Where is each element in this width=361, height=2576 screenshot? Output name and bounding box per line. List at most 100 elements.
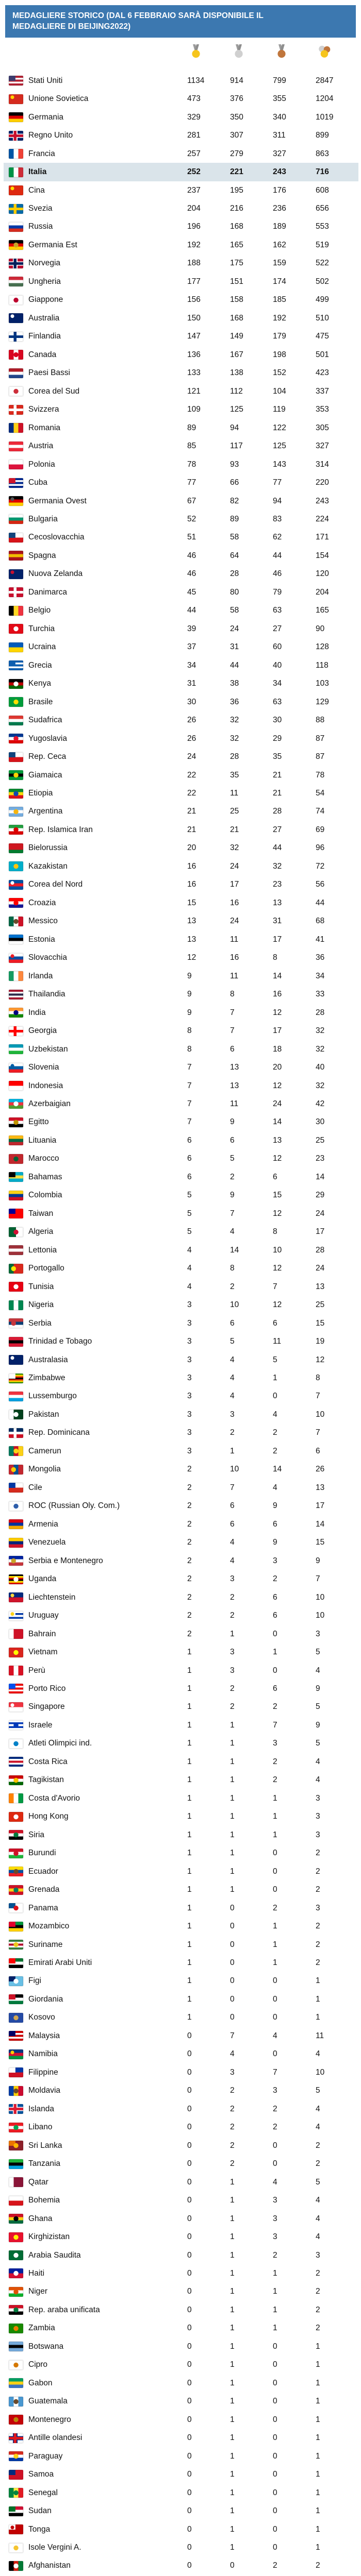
country-name: Italia xyxy=(28,167,47,177)
gold-count: 7 xyxy=(187,1099,192,1108)
table-row: Uganda 2 3 2 7 xyxy=(0,1570,361,1588)
table-row: Tunisia 4 2 7 13 xyxy=(0,1278,361,1296)
table-row: Rep. Ceca 24 28 35 87 xyxy=(0,748,361,766)
country-name: Etiopia xyxy=(28,789,53,798)
bronze-count: 1 xyxy=(273,1374,277,1383)
table-row: Namibia 0 4 0 4 xyxy=(0,2045,361,2063)
gold-count: 21 xyxy=(187,825,196,834)
table-row: Lituania 6 6 13 25 xyxy=(0,1131,361,1149)
bronze-count: 2 xyxy=(273,2250,277,2260)
country-name: Georgia xyxy=(28,1026,57,1036)
silver-count: 1 xyxy=(230,2451,235,2461)
silver-count: 36 xyxy=(230,697,239,706)
country-flag-icon xyxy=(9,752,23,762)
country-name: Bielorussia xyxy=(28,843,68,853)
bronze-medal-icon xyxy=(269,44,311,59)
country-name: Corea del Nord xyxy=(28,880,83,889)
total-count: 4 xyxy=(316,2232,320,2242)
silver-count: 1 xyxy=(230,1720,235,1730)
bronze-count: 3 xyxy=(273,2232,277,2242)
country-name: Francia xyxy=(28,149,55,158)
gold-count: 0 xyxy=(187,2324,192,2333)
bronze-count: 1 xyxy=(273,2268,277,2278)
table-row: Germania 329 350 340 1019 xyxy=(0,108,361,126)
table-row: Cina 237 195 176 608 xyxy=(0,181,361,199)
table-row: Etiopia 22 11 21 54 xyxy=(0,784,361,802)
gold-count: 2 xyxy=(187,1574,192,1584)
table-row: Irlanda 9 11 14 34 xyxy=(0,967,361,985)
bronze-count: 355 xyxy=(273,94,286,104)
gold-count: 1 xyxy=(187,1994,192,2004)
country-name: Islanda xyxy=(28,2104,54,2113)
country-name: Slovacchia xyxy=(28,953,67,962)
country-flag-icon xyxy=(9,1666,23,1676)
country-name: Afghanistan xyxy=(28,2561,71,2570)
bronze-count: 23 xyxy=(273,880,282,889)
table-row: Bielorussia 20 32 44 96 xyxy=(0,839,361,857)
country-flag-icon xyxy=(9,1263,23,1274)
country-flag-icon xyxy=(9,2177,23,2188)
gold-count: 1 xyxy=(187,1793,192,1803)
silver-count: 3 xyxy=(230,1410,235,1419)
table-row: Israele 1 1 7 9 xyxy=(0,1716,361,1734)
gold-count: 204 xyxy=(187,204,201,213)
gold-count: 26 xyxy=(187,716,196,725)
table-row: Sudafrica 26 32 30 88 xyxy=(0,711,361,729)
total-count: 6 xyxy=(316,1446,320,1455)
country-name: Bohemia xyxy=(28,2196,60,2205)
bronze-count: 1 xyxy=(273,1958,277,1968)
bronze-count: 0 xyxy=(273,2397,277,2406)
gold-count: 188 xyxy=(187,259,201,268)
total-count: 32 xyxy=(316,1026,325,1036)
silver-count: 24 xyxy=(230,917,239,926)
table-row: Serbia e Montenegro 2 4 3 9 xyxy=(0,1552,361,1570)
gold-count: 31 xyxy=(187,679,196,688)
table-row: Singapore 1 2 2 5 xyxy=(0,1698,361,1716)
total-count: 32 xyxy=(316,1044,325,1054)
gold-count: 2 xyxy=(187,1465,192,1474)
total-count: 2 xyxy=(316,1867,320,1876)
bronze-count: 21 xyxy=(273,789,282,798)
table-row: Tagikistan 1 1 2 4 xyxy=(0,1771,361,1789)
table-row: Mongolia 2 10 14 26 xyxy=(0,1461,361,1479)
table-row: Algeria 5 4 8 17 xyxy=(0,1223,361,1241)
country-name: Corea del Sud xyxy=(28,386,80,396)
total-count: 499 xyxy=(316,295,329,304)
silver-count: 4 xyxy=(230,1538,235,1547)
total-count: 7 xyxy=(316,1428,320,1437)
total-count: 33 xyxy=(316,990,325,999)
bronze-count: 2 xyxy=(273,1702,277,1711)
gold-count: 2 xyxy=(187,1538,192,1547)
silver-count: 4 xyxy=(230,1392,235,1401)
country-name: Serbia xyxy=(28,1318,52,1328)
silver-count: 16 xyxy=(230,898,239,907)
total-count: 3 xyxy=(316,1812,320,1821)
gold-count: 39 xyxy=(187,624,196,633)
total-count: 29 xyxy=(316,1191,325,1200)
country-name: Unione Sovietica xyxy=(28,94,89,104)
gold-count: 0 xyxy=(187,2561,192,2570)
total-count: 5 xyxy=(316,2086,320,2095)
silver-count: 2 xyxy=(230,2104,235,2113)
country-name: Irlanda xyxy=(28,971,53,980)
table-row: Samoa 0 1 0 1 xyxy=(0,2465,361,2483)
bronze-count: 1 xyxy=(273,2287,277,2296)
total-count: 716 xyxy=(316,167,329,177)
silver-count: 21 xyxy=(230,825,239,834)
total-count: 30 xyxy=(316,1117,325,1127)
gold-count: 5 xyxy=(187,1191,192,1200)
country-name: Filippine xyxy=(28,2067,58,2077)
silver-count: 6 xyxy=(230,1136,235,1145)
gold-count: 1 xyxy=(187,1648,192,1657)
silver-medal-icon xyxy=(226,44,269,59)
country-flag-icon xyxy=(9,94,23,104)
total-count: 24 xyxy=(316,1264,325,1273)
gold-count: 1 xyxy=(187,1702,192,1711)
bronze-count: 174 xyxy=(273,277,286,286)
gold-count: 52 xyxy=(187,514,196,523)
country-name: Colombia xyxy=(28,1191,62,1200)
total-count: 475 xyxy=(316,332,329,341)
silver-count: 2 xyxy=(230,2141,235,2150)
table-row: Atleti Olimpici ind. 1 1 3 5 xyxy=(0,1735,361,1753)
silver-count: 1 xyxy=(230,2524,235,2534)
